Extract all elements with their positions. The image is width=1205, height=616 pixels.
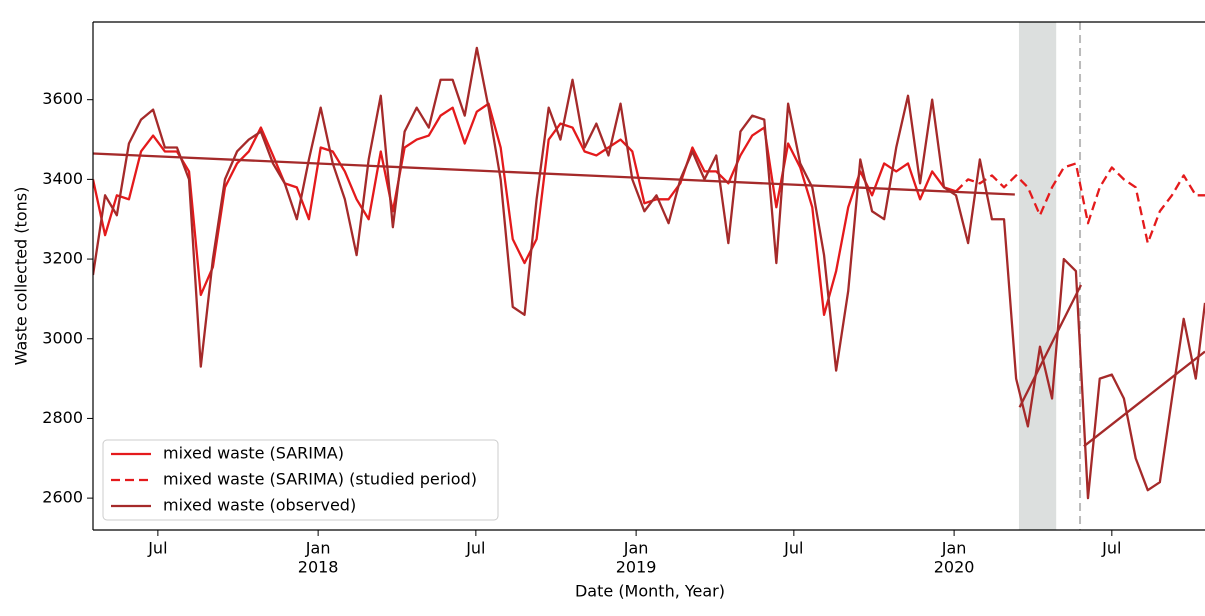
x-tick-label: Jul [147, 539, 167, 558]
trend-line [93, 152, 1015, 196]
legend-label: mixed waste (observed) [163, 496, 356, 515]
x-tick-label: Jan [305, 539, 331, 558]
series-line [93, 102, 957, 316]
y-tick-label: 3200 [42, 249, 83, 268]
legend-box [102, 439, 499, 521]
plot-area [93, 22, 1205, 530]
legend-label: mixed waste (SARIMA) [163, 444, 344, 463]
trend-line [1083, 350, 1205, 448]
y-tick-label: 2600 [42, 488, 83, 507]
x-year-label: 2018 [298, 558, 339, 577]
y-tick-label: 3400 [42, 169, 83, 188]
x-year-label: 2019 [616, 558, 657, 577]
x-tick-label: Jul [465, 539, 485, 558]
trend-line [1018, 284, 1083, 408]
x-tick-label: Jul [783, 539, 803, 558]
x-axis-label: Date (Month, Year) [575, 582, 725, 601]
y-tick-label: 3600 [42, 89, 83, 108]
x-tick-label: Jul [1101, 539, 1121, 558]
y-axis-label: Waste collected (tons) [12, 187, 31, 366]
shaded-span [1018, 22, 1057, 530]
y-tick-label: 2800 [42, 408, 83, 427]
legend-label: mixed waste (SARIMA) (studied period) [163, 470, 477, 489]
x-year-label: 2020 [934, 558, 975, 577]
y-tick-label: 3000 [42, 328, 83, 347]
x-tick-label: Jan [623, 539, 649, 558]
x-tick-label: Jan [941, 539, 967, 558]
